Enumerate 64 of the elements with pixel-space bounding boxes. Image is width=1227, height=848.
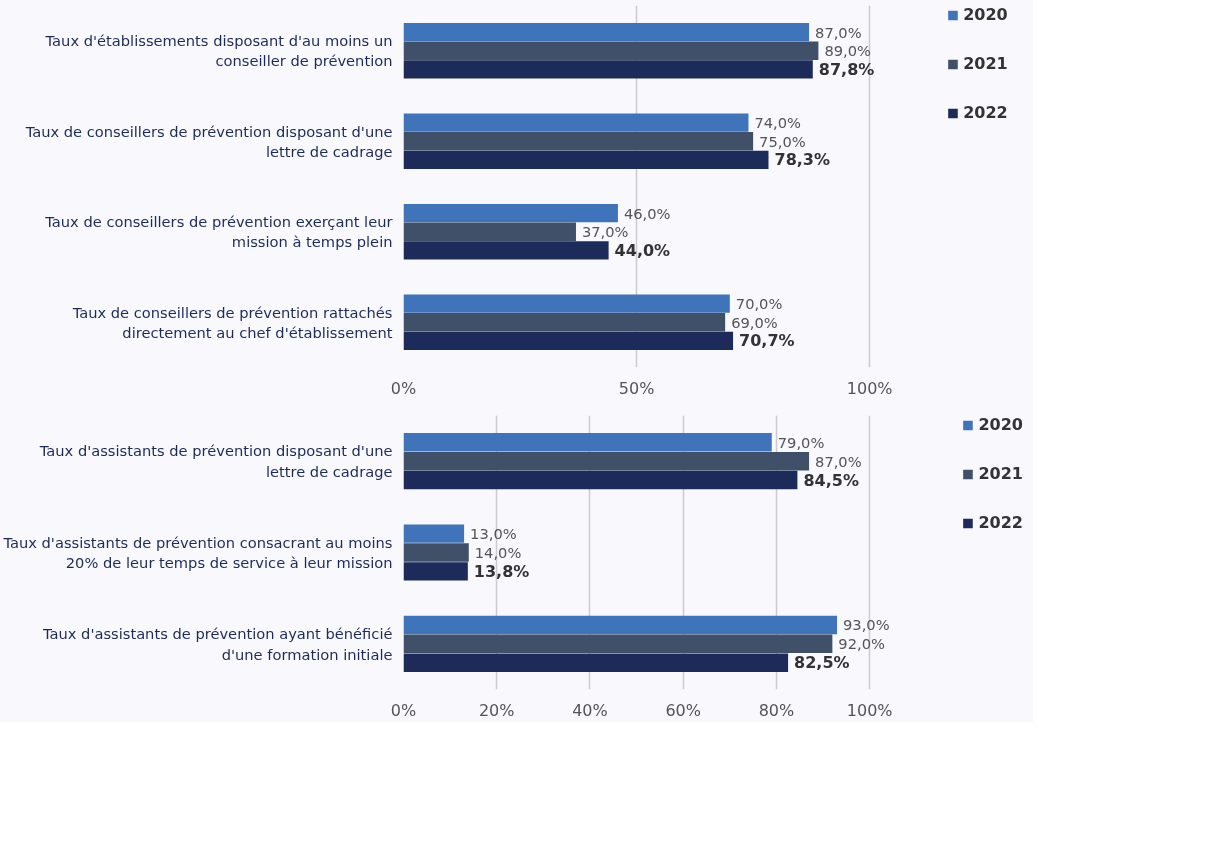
bar — [403, 524, 465, 543]
data-label: 87,0% — [815, 23, 862, 41]
bar — [403, 203, 618, 223]
data-label: 84,5% — [803, 470, 859, 490]
data-label: 79,0% — [777, 433, 825, 451]
bar — [403, 562, 468, 581]
bar — [403, 615, 838, 635]
bar — [403, 60, 813, 79]
bar — [403, 241, 609, 260]
y-tick-label: Taux d'assistants de prévention ayant bénéficié d'une formation initiale — [41, 625, 393, 663]
data-label: 89,0% — [824, 42, 872, 60]
data-label: 75,0% — [759, 132, 806, 150]
data-label: 70,0% — [735, 295, 783, 313]
legend-label: 2021 — [978, 464, 1023, 483]
data-label: 69,0% — [731, 313, 778, 331]
x-tick-label: 50% — [618, 378, 655, 398]
y-tick-label: Taux de conseillers de prévention exerçant leur mission à temps plein — [44, 213, 394, 251]
legend-label: 2021 — [963, 54, 1008, 73]
data-label: 87,8% — [818, 59, 875, 79]
x-tick-label: 40% — [572, 700, 608, 720]
x-tick-label: 0% — [390, 378, 417, 398]
data-label: 70,7% — [739, 331, 795, 351]
data-label: 82,5% — [794, 653, 850, 673]
y-tick-label: Taux d'assistants de prévention disposant d'une lettre de cadrage — [38, 442, 393, 480]
bar — [403, 150, 769, 170]
data-label: 14,0% — [474, 544, 522, 561]
x-tick-label: 100% — [846, 700, 893, 720]
bar — [403, 433, 772, 452]
bar — [403, 313, 726, 332]
data-label: 13,8% — [473, 561, 530, 581]
data-label: 13,0% — [470, 525, 517, 543]
data-label: 46,0% — [623, 204, 671, 222]
bar — [403, 653, 789, 672]
bar — [403, 132, 754, 151]
y-tick-label: Taux d'établissements disposant d'au moins un conseiller de prévention — [44, 32, 393, 70]
y-tick-label: Taux de conseillers de prévention disposant d'une lettre de cadrage — [24, 122, 393, 160]
x-tick-label: 60% — [665, 700, 701, 720]
data-label: 92,0% — [838, 635, 886, 653]
bar — [403, 331, 734, 351]
legend-label: 2022 — [978, 513, 1023, 532]
data-label: 37,0% — [581, 223, 629, 241]
y-tick-label: Taux de conseillers de prévention rattachés directement au chef d'établissement — [71, 303, 393, 341]
data-label: 93,0% — [843, 616, 890, 634]
data-label: 74,0% — [754, 114, 802, 132]
bar — [403, 470, 798, 490]
bar — [403, 451, 810, 471]
legend-label: 2020 — [963, 5, 1008, 24]
data-label: 78,3% — [774, 150, 831, 170]
bar — [403, 222, 576, 241]
bar — [403, 543, 469, 562]
x-tick-label: 0% — [390, 700, 417, 720]
bar — [403, 634, 833, 654]
bar — [403, 294, 730, 313]
bar — [403, 41, 819, 60]
legend-label: 2020 — [978, 415, 1023, 434]
legend-label: 2022 — [963, 103, 1008, 122]
bar — [403, 113, 749, 132]
x-tick-label: 80% — [758, 700, 795, 720]
bar — [403, 22, 810, 42]
y-tick-label: Taux d'assistants de prévention consacrant au moins 20% de leur temps de service à leur mission — [2, 533, 393, 572]
data-label: 44,0% — [614, 240, 671, 260]
x-tick-label: 100% — [846, 378, 893, 398]
x-tick-label: 20% — [478, 700, 515, 720]
data-label: 87,0% — [815, 452, 862, 470]
